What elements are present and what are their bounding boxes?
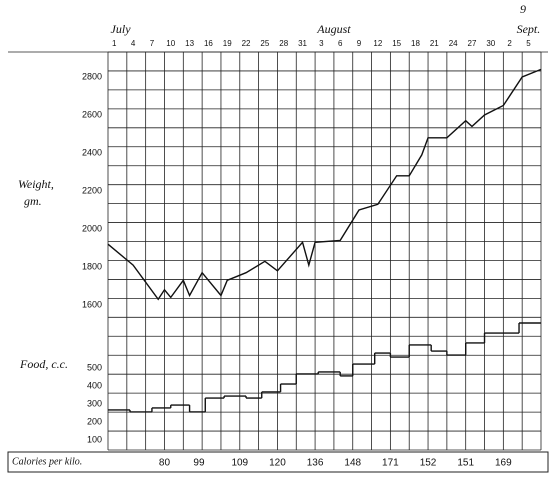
y-tick-label: 2200 — [82, 185, 102, 195]
x-tick-label: 6 — [338, 39, 343, 48]
calorie-value: 109 — [231, 458, 248, 469]
y-tick-label: 2600 — [82, 109, 102, 119]
y2-tick-label: 200 — [87, 416, 102, 426]
x-tick-label: 12 — [373, 39, 382, 48]
x-tick-label: 1 — [112, 39, 117, 48]
calorie-value: 169 — [495, 458, 512, 469]
y-tick-label: 1600 — [82, 299, 102, 309]
calorie-value: 136 — [307, 458, 324, 469]
y-tick-label: 1800 — [82, 261, 102, 271]
sept-day: 9 — [520, 2, 526, 16]
x-tick-label: 30 — [486, 39, 495, 48]
x-tick-label: 10 — [166, 39, 175, 48]
y-tick-label: 2000 — [82, 223, 102, 233]
y2-label: Food, c.c. — [19, 357, 68, 371]
calorie-value: 151 — [457, 458, 474, 469]
calorie-value: 99 — [193, 458, 205, 469]
x-tick-label: 16 — [204, 39, 213, 48]
calorie-value: 148 — [344, 458, 361, 469]
y2-tick-label: 100 — [87, 434, 102, 444]
x-tick-label: 19 — [223, 39, 232, 48]
weight-line — [107, 68, 542, 301]
y-label: gm. — [24, 194, 42, 208]
y2-tick-label: 400 — [87, 380, 102, 390]
x-tick-label: 9 — [357, 39, 362, 48]
x-tick-label: 21 — [430, 39, 439, 48]
x-tick-label: 15 — [392, 39, 401, 48]
month-label: Sept. — [517, 22, 541, 36]
x-tick-label: 31 — [298, 39, 307, 48]
calorie-row — [7, 451, 549, 473]
y-tick-label: 2800 — [82, 71, 102, 81]
x-tick-label: 5 — [526, 39, 531, 48]
x-tick-label: 13 — [185, 39, 194, 48]
y-tick-label: 2400 — [82, 147, 102, 157]
x-tick-label: 4 — [131, 39, 136, 48]
calorie-value: 152 — [420, 458, 437, 469]
x-tick-label: 22 — [242, 39, 251, 48]
x-tick-label: 2 — [507, 39, 512, 48]
x-tick-label: 7 — [150, 39, 155, 48]
y2-tick-label: 500 — [87, 362, 102, 372]
x-tick-label: 27 — [468, 39, 477, 48]
calorie-value: 171 — [382, 458, 399, 469]
y2-tick-label: 300 — [87, 398, 102, 408]
x-tick-label: 18 — [411, 39, 420, 48]
x-tick-label: 24 — [449, 39, 458, 48]
calorie-value: 120 — [269, 458, 286, 469]
x-tick-label: 3 — [319, 39, 324, 48]
calorie-value: 80 — [159, 458, 171, 469]
month-label: August — [316, 22, 351, 36]
y-label: Weight, — [18, 177, 54, 191]
x-tick-label: 25 — [260, 39, 269, 48]
calories-label: Calories per kilo. — [12, 456, 82, 467]
x-tick-label: 28 — [279, 39, 288, 48]
month-label: July — [111, 22, 132, 36]
